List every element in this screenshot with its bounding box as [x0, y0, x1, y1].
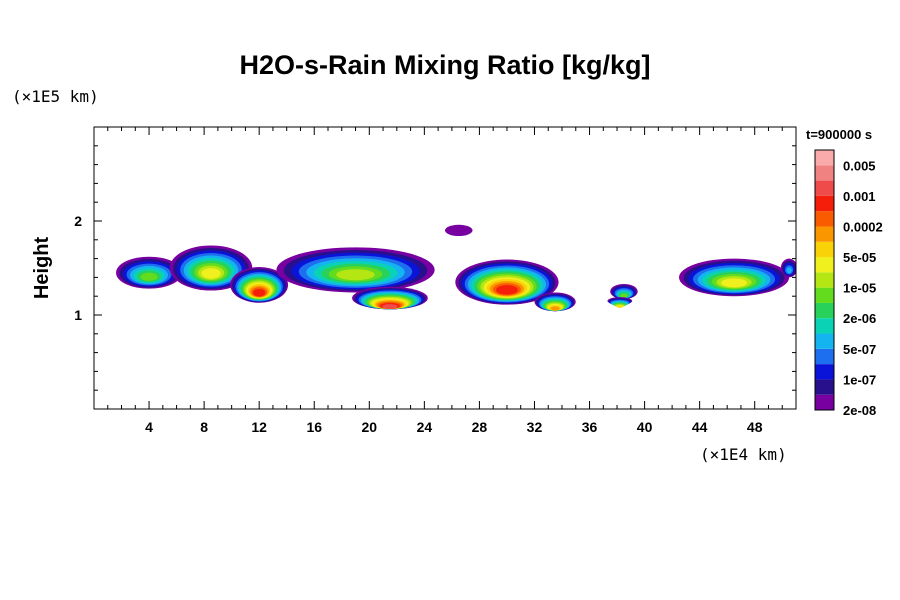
colorbar-swatch [815, 394, 834, 410]
colorbar-swatch [815, 165, 834, 181]
rain-contour [445, 224, 473, 237]
plot-frame [93, 126, 797, 410]
x-tick-label: 40 [637, 419, 653, 435]
x-tick-label: 4 [145, 419, 153, 435]
colorbar-swatch [815, 333, 834, 349]
time-label: t=900000 s [806, 127, 872, 142]
x-tick-label: 20 [362, 419, 378, 435]
colorbar-label: 0.0002 [843, 219, 883, 234]
rain-cell [230, 267, 289, 303]
colorbar-swatch [815, 302, 834, 319]
colorbar-swatch [815, 257, 834, 273]
x-tick-label: 12 [251, 419, 267, 435]
colorbar-swatch [815, 348, 834, 365]
colorbar-swatch [815, 211, 834, 227]
rain-cell [534, 292, 576, 312]
rain-contour [140, 272, 158, 281]
rain-contour [721, 278, 747, 288]
colorbar-frame [814, 149, 835, 411]
colorbar-label: 1e-05 [843, 281, 876, 296]
y-unit-label: (×1E5 km) [12, 87, 99, 106]
rain-contour [382, 304, 398, 309]
x-tick-label: 16 [306, 419, 322, 435]
colorbar-label: 5e-05 [843, 250, 876, 265]
rain-contour [786, 267, 792, 274]
chart-title: H2O-s-Rain Mixing Ratio [kg/kg] [239, 50, 650, 80]
colorbar-swatch [815, 195, 834, 212]
colorbar-swatch [815, 318, 834, 334]
colorbar-swatch [815, 226, 834, 242]
colorbar-label: 5e-07 [843, 342, 876, 357]
x-tick-label: 44 [692, 419, 708, 435]
colorbar-swatch [815, 272, 834, 288]
colorbar-label: 2e-06 [843, 311, 876, 326]
colorbar: 0.005 0.001 0.0002 5e-05 1e-05 2e-06 5e-07 1e-0… [814, 149, 883, 418]
rain-cell [116, 256, 183, 289]
rain-cell [607, 297, 633, 308]
rain-cell [455, 259, 559, 305]
rain-contour [496, 285, 518, 295]
x-tick-label: 48 [747, 419, 763, 435]
colorbar-label: 0.001 [843, 189, 876, 204]
rain-contour [201, 268, 221, 279]
colorbar-swatch [815, 364, 834, 380]
y-tick-label: 2 [74, 213, 82, 229]
rain-contour [336, 269, 375, 281]
rain-cell [610, 283, 638, 300]
x-unit-label: (×1E4 km) [700, 445, 787, 464]
colorbar-swatch [815, 180, 834, 196]
rain-cell [780, 258, 796, 278]
rain-contour [253, 288, 266, 297]
y-tick-label: 1 [74, 307, 82, 323]
rain-cell [679, 258, 790, 297]
colorbar-swatch [815, 379, 834, 395]
x-tick-label: 8 [200, 419, 208, 435]
rain-cell [169, 245, 253, 291]
x-tick-label: 24 [417, 419, 433, 435]
rain-cell [276, 247, 435, 293]
colorbar-swatch [815, 150, 834, 166]
rain-cell [352, 286, 428, 310]
x-tick-label: 28 [472, 419, 488, 435]
y-axis-label: Height [31, 237, 53, 300]
colorbar-swatch [815, 287, 834, 303]
rain-contour [620, 293, 628, 298]
colorbar-swatch [815, 241, 834, 258]
rain-cell [445, 224, 473, 237]
colorbar-label: 1e-07 [843, 372, 876, 387]
rain-contour [616, 306, 623, 308]
x-tick-label: 36 [582, 419, 598, 435]
colorbar-label: 0.005 [843, 158, 876, 173]
rain-field [116, 224, 796, 312]
rain-contour [550, 306, 560, 311]
colorbar-label: 2e-08 [843, 403, 876, 418]
x-tick-label: 32 [527, 419, 543, 435]
